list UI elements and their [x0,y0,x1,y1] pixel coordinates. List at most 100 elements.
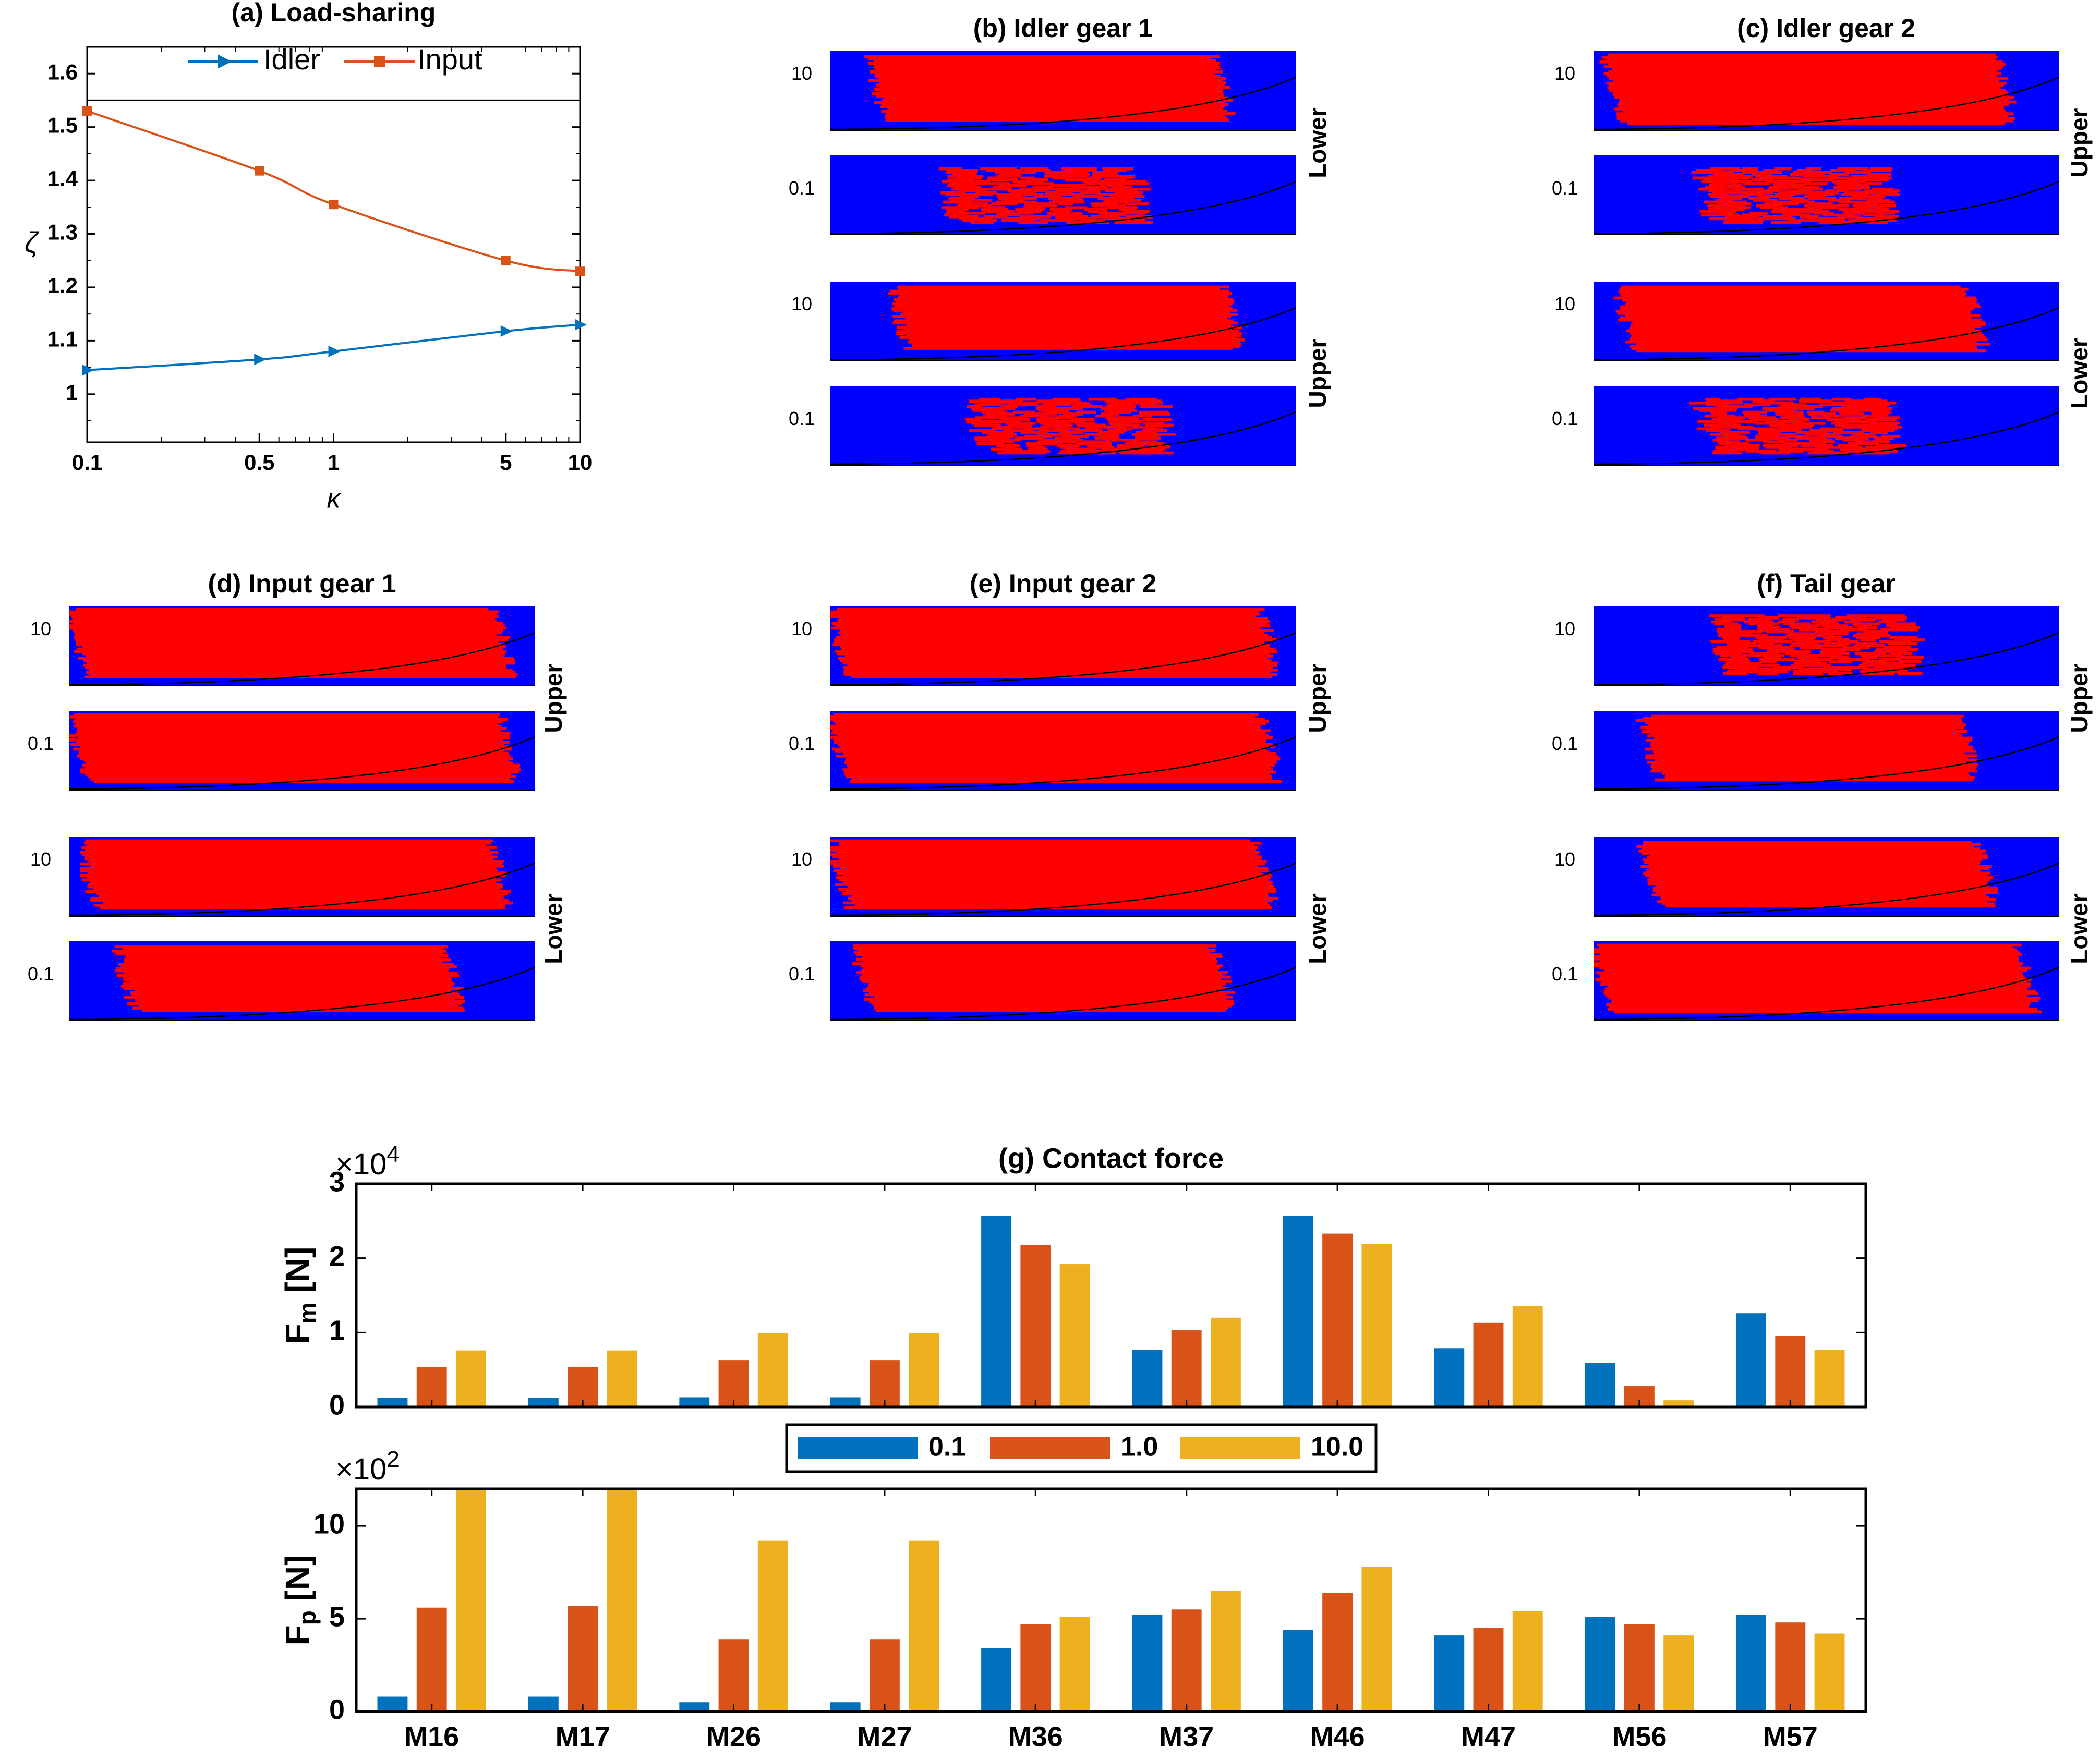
contact-streak [1790,644,1848,647]
contact-streak [832,855,1262,859]
contact-streak [1748,197,1771,200]
contact-streak [1631,334,1984,337]
contact-streak [947,169,979,173]
contact-streak [1860,654,1903,657]
bar-m37-10.0 [1211,1317,1241,1407]
bar-m16-0.1 [377,1696,408,1712]
contact-streak [957,204,993,208]
contact-streak [1084,427,1100,431]
contact-streak [986,434,1014,438]
contact-streak [846,757,1281,760]
contact-streak [979,397,1000,401]
contact-streak [1800,397,1822,401]
contact-streak [873,66,1221,69]
kappa-label: 0.1 [28,963,54,985]
contact-streak [1753,640,1793,644]
contact-streak [1105,189,1137,193]
contact-streak [1040,421,1070,425]
contact-streak [1599,973,2023,977]
contact-streak [1620,292,1966,295]
contact-streak [1072,195,1104,198]
bar-m36-1.0 [1020,1244,1051,1407]
contact-streak [1758,658,1796,661]
contact-streak [1784,652,1808,656]
contact-streak [853,951,1210,954]
kappa-label: 0.1 [28,733,54,754]
legend-label: 10.0 [1311,1432,1363,1462]
bar-m37-0.1 [1132,1615,1163,1712]
chart-a-load-sharing: 1 1.1 1.2 1.3 1.4 1.5 1.6 0.1 0.5 1 5 10 κ ζ (a) Load-… [25,0,592,514]
contact-streak [74,631,502,635]
contact-streak [1757,626,1781,629]
contact-streak [1662,902,1995,906]
contact-streak [80,873,506,877]
contact-streak [1642,717,1961,720]
contact-streak [1653,752,1965,755]
contact-streak [965,418,982,421]
contact-streak [1788,418,1809,421]
contact-streak [1010,191,1037,195]
x-axis-label: κ [327,484,342,514]
contact-streak [123,976,452,979]
contact-streak [1756,204,1782,208]
y-tick-label: 5 [329,1601,345,1632]
group-label-upper: Upper [2066,108,2093,177]
contact-streak [1133,414,1152,418]
contact-streak [1045,191,1073,195]
contact-map: 0.1 [28,941,535,1021]
contact-streak [1787,219,1844,222]
bar-m26-0.1 [679,1702,710,1712]
root-curve [69,736,535,790]
contact-map: 0.1 [1552,155,2059,235]
contact-streak [1652,749,1976,753]
contact-streak [1764,409,1796,412]
contact-streak [76,608,489,611]
contact-streak [1727,644,1782,647]
contact-streak [1105,206,1138,209]
contact-streak [942,200,973,204]
contact-streak [1821,624,1848,627]
contact-streak [830,626,1262,630]
exponent-power: 4 [387,1142,399,1167]
contact-streak [1840,628,1868,632]
contact-streak [1604,987,2027,990]
contact-streak [1851,622,1880,626]
x-tick-label: 0.1 [72,450,102,475]
contact-streak [994,426,1032,429]
contact-streak [1139,412,1170,416]
contact-streak [1065,178,1100,181]
contact-streak [876,94,1224,98]
contact-streak [1717,416,1746,419]
contact-streak [1025,442,1064,445]
contact-streak [1651,767,1976,771]
contact-streak [1105,416,1136,419]
contact-streak [1870,167,1892,171]
contact-streak [949,215,979,219]
root-curve [1593,181,2059,235]
contact-streak [1744,414,1767,418]
legend-g: 0.1 1.0 10.0 [785,1423,1378,1473]
contact-streak [1619,98,2009,101]
contact-streak [1785,189,1812,193]
contact-streak [1626,301,1976,304]
contact-streak [1648,863,1980,866]
contact-streak [1713,173,1745,176]
contact-streak [1874,438,1890,442]
contact-streak [880,105,1225,108]
contact-map: 10 [30,606,535,686]
contact-streak [73,720,503,723]
contact-streak [1105,405,1137,408]
contact-streak [1863,667,1904,671]
contact-streak [969,399,1023,403]
contact-streak [126,1002,463,1005]
contact-streak [1830,169,1856,173]
contact-streak [894,319,1234,323]
axes-box [355,1182,1867,1409]
root-curve [1593,863,2059,916]
contact-streak [1851,195,1886,198]
contact-streak [952,173,977,176]
contact-streak [73,713,500,717]
contact-streak [1766,420,1804,423]
contact-streak [830,610,1259,614]
contact-streak [89,673,518,676]
